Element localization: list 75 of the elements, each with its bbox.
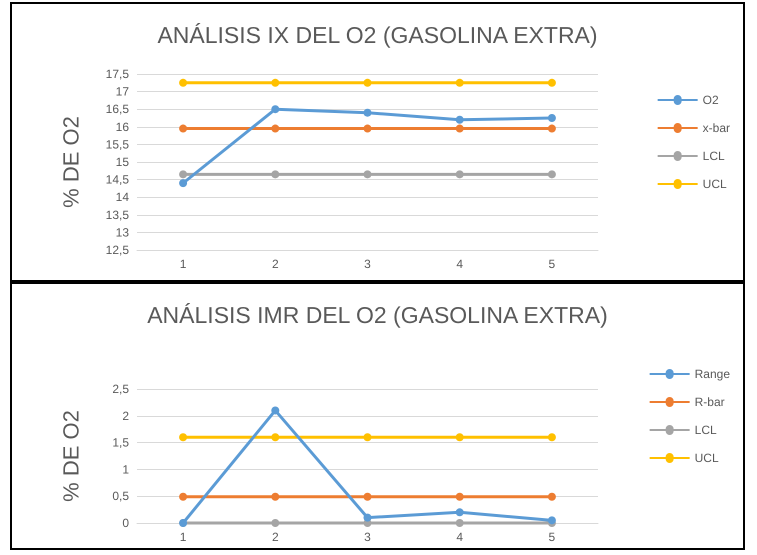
point	[364, 433, 372, 442]
point	[271, 124, 280, 133]
y-tick-label: 2	[122, 408, 130, 423]
point	[179, 179, 188, 188]
point	[364, 78, 372, 87]
x-tick-label: 1	[180, 530, 187, 544]
y-tick-label: 13	[116, 225, 130, 240]
x-tick-label: 4	[456, 257, 464, 271]
y-tick-label: 0,5	[112, 489, 130, 504]
point	[548, 492, 556, 501]
chart-title: ANÁLISIS IMR DEL O2 (GASOLINA EXTRA)	[147, 302, 608, 328]
y-axis-title: % DE O2	[58, 410, 84, 502]
point	[179, 78, 188, 87]
point	[179, 492, 188, 501]
point	[271, 406, 280, 414]
point	[548, 516, 556, 524]
chart-title: ANÁLISIS IX DEL O2 (GASOLINA EXTRA)	[157, 22, 598, 48]
y-tick-label: 15	[116, 155, 130, 169]
y-tick-label: 1,5	[112, 436, 130, 450]
point	[364, 514, 372, 522]
y-tick-label: 16	[116, 120, 130, 134]
point	[548, 78, 556, 87]
x-tick-label: 4	[456, 530, 464, 544]
point	[271, 170, 280, 178]
point	[271, 519, 280, 527]
point	[179, 433, 188, 442]
point	[456, 116, 464, 124]
y-tick-label: 15,5	[106, 137, 130, 152]
point	[271, 105, 280, 114]
y-tick-label: 14	[116, 190, 130, 204]
point	[456, 519, 464, 527]
x-tick-label: 1	[180, 257, 187, 271]
point	[364, 492, 372, 501]
point	[548, 124, 556, 133]
x-tick-label: 2	[272, 257, 279, 271]
legend-label: UCL	[702, 177, 727, 191]
point	[456, 492, 464, 501]
legend-label: UCL	[694, 451, 719, 465]
y-tick-label: 14,5	[106, 172, 130, 187]
point	[364, 108, 372, 117]
legend-label: LCL	[694, 423, 717, 437]
point	[179, 170, 188, 178]
point	[271, 78, 280, 87]
x-tick-label: 5	[548, 257, 556, 271]
x-tick-label: 5	[548, 530, 556, 544]
point	[456, 124, 464, 133]
legend-label: x-bar	[702, 121, 730, 135]
point	[456, 508, 464, 516]
legend-label: O2	[702, 93, 719, 107]
legend-label: R-bar	[694, 395, 725, 409]
legend-label: LCL	[702, 149, 725, 163]
legend-label: Range	[694, 367, 730, 381]
y-tick-label: 17,5	[106, 67, 130, 81]
point	[548, 433, 556, 442]
point	[548, 170, 556, 178]
y-axis-title: % DE O2	[58, 116, 84, 208]
x-tick-label: 2	[272, 530, 279, 544]
y-tick-label: 1	[122, 462, 130, 476]
point	[456, 170, 464, 178]
point	[548, 114, 556, 122]
point	[179, 124, 188, 133]
y-tick-label: 16,5	[106, 102, 130, 116]
point	[364, 170, 372, 178]
y-tick-label: 2,5	[112, 382, 130, 396]
point	[456, 78, 464, 87]
y-tick-label: 12,5	[106, 243, 130, 257]
point	[456, 433, 464, 442]
y-tick-label: 13,5	[106, 208, 130, 222]
y-tick-label: 0	[122, 516, 130, 530]
x-tick-label: 3	[364, 530, 372, 544]
y-tick-label: 17	[116, 84, 130, 99]
point	[364, 124, 372, 133]
x-tick-label: 3	[364, 257, 372, 271]
point	[271, 433, 280, 442]
point	[271, 492, 280, 501]
